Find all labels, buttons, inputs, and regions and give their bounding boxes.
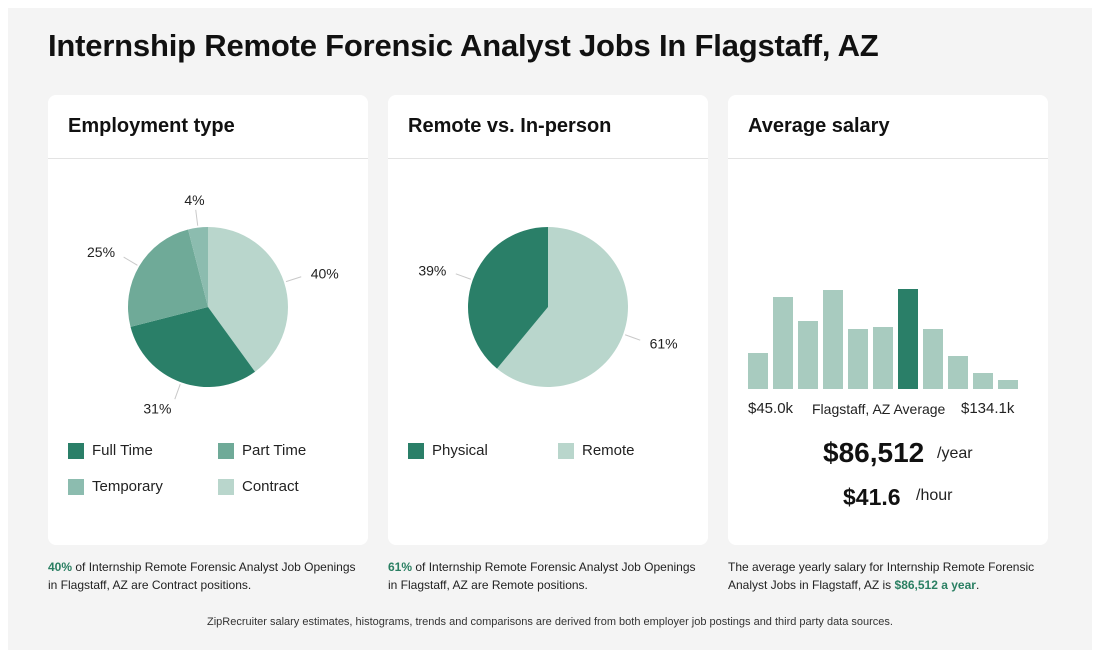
pie-pct-label: 4% [184,192,204,208]
employment-type-card: Employment type 40% 31% 25% 4% Full Time Pa… [48,95,368,545]
salary-title: Average salary [728,95,1048,159]
salary-caption-highlight: $86,512 a year [894,578,976,592]
remote-caption-text: of Internship Remote Forensic Analyst Jo… [388,560,696,592]
legend-contract: Contract [218,478,299,495]
salary-bar-average [898,289,918,389]
legend-swatch [68,442,84,459]
salary-bar [848,329,868,389]
employment-caption-pct: 40% [48,560,73,574]
page-title: Internship Remote Forensic Analyst Jobs … [48,28,879,63]
salary-bar [873,327,893,389]
legend-label: Remote [582,442,635,459]
legend-full-time: Full Time [68,442,153,459]
salary-bar [773,297,793,389]
legend-label: Full Time [92,442,153,459]
remote-caption: 61% of Internship Remote Forensic Analys… [388,558,708,594]
salary-bar [923,329,943,389]
legend-part-time: Part Time [218,442,306,459]
yearly-salary-unit: /year [937,445,973,462]
hourly-salary-value: $41.6 [843,484,901,510]
legend-label: Temporary [92,478,163,495]
employment-caption-text: of Internship Remote Forensic Analyst Jo… [48,560,356,592]
salary-bar [973,373,993,389]
footnote: ZipRecruiter salary estimates, histogram… [207,616,893,628]
pie-pct-label: 39% [418,262,446,278]
salary-bar [798,321,818,389]
salary-histogram [748,289,1018,389]
page-frame: Internship Remote Forensic Analyst Jobs … [8,8,1092,650]
legend-swatch [408,442,424,459]
legend-swatch [218,478,234,495]
salary-max-label: $134.1k [961,400,1015,417]
pie-label-connector [195,209,199,226]
pie-slice-temporary [188,227,208,307]
pie-label-connector [123,256,138,266]
pie-pct-label: 40% [311,266,339,282]
salary-caption: The average yearly salary for Internship… [728,558,1048,594]
remote-caption-pct: 61% [388,560,413,574]
pie-slice-remote [497,227,628,388]
legend-label: Physical [432,442,488,459]
legend-label: Contract [242,478,299,495]
pie-slice-physical [468,227,548,369]
legend-remote: Remote [558,442,635,459]
pie-label-connector [624,334,641,341]
pie-slice-contract [208,227,289,372]
pie-label-connector [285,276,302,283]
salary-bar [823,290,843,389]
employment-caption: 40% of Internship Remote Forensic Analys… [48,558,368,594]
pie-pct-label: 25% [87,244,115,260]
yearly-salary: $86,512 /year [728,437,1048,477]
salary-min-label: $45.0k [748,400,794,417]
hourly-salary: $41.6 /hour [728,484,1048,516]
salary-card: Average salary $45.0k Flagstaff, AZ Aver… [728,95,1048,545]
salary-caption-prefix: The average yearly salary for Internship… [728,560,1035,592]
legend-physical: Physical [408,442,488,459]
employment-pie-chart: 40% 31% 25% 4% [87,192,339,417]
salary-bar [748,353,768,389]
pie-label-connector [455,273,472,280]
pie-label-connector [174,383,181,400]
salary-bar [948,356,968,389]
salary-caption-suffix: . [975,578,980,592]
pie-pct-label: 31% [143,401,171,417]
yearly-salary-value: $86,512 [823,437,925,468]
legend-swatch [218,442,234,459]
pie-slice-full-time [130,307,256,388]
legend-swatch [68,478,84,495]
salary-range-labels: $45.0k Flagstaff, AZ Average $134.1k [728,400,1048,420]
pie-slice-part-time [127,229,208,327]
salary-average-label: Flagstaff, AZ Average [812,401,946,417]
legend-temporary: Temporary [68,478,163,495]
legend-swatch [558,442,574,459]
pie-pct-label: 61% [650,336,678,352]
remote-title: Remote vs. In-person [388,95,708,159]
legend-label: Part Time [242,442,307,459]
remote-pie-chart: 61% 39% [418,227,678,388]
salary-bar [998,380,1018,389]
remote-card: Remote vs. In-person 61% 39% Physical Rem… [388,95,708,545]
employment-type-title: Employment type [48,95,368,159]
hourly-salary-unit: /hour [916,487,953,504]
